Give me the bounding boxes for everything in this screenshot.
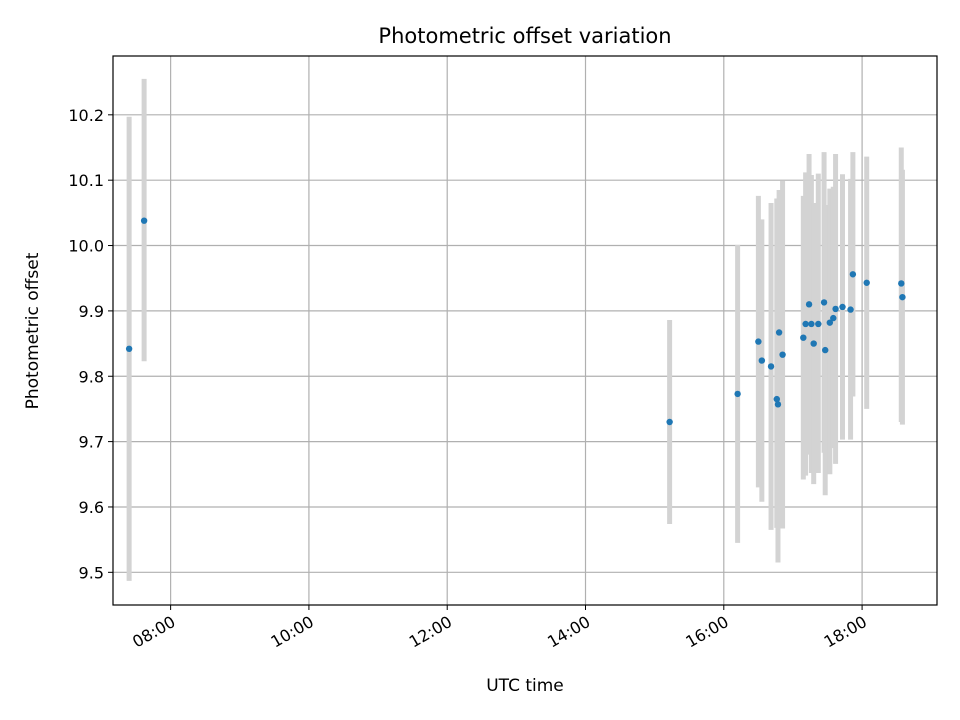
data-point [847, 306, 854, 313]
plot-area-frame [112, 55, 938, 606]
data-point [820, 299, 828, 306]
data-point [815, 320, 822, 328]
y-tick-label: 10.2 [68, 106, 104, 125]
data-point [779, 351, 786, 358]
x-tick-label: 08:00 [129, 612, 178, 652]
data-point [898, 280, 905, 287]
y-tick-label: 9.6 [79, 498, 104, 517]
y-axis-label: Photometric offset [23, 252, 43, 409]
data-point [755, 338, 762, 345]
data-point [140, 217, 148, 224]
x-tick-label: 18:00 [821, 612, 870, 652]
data-point [758, 357, 766, 364]
data-point [802, 320, 809, 328]
data-point [808, 320, 815, 328]
data-point [826, 319, 834, 326]
data-points [125, 217, 906, 426]
data-point [774, 401, 782, 408]
data-point [822, 346, 829, 354]
x-tick-label: 14:00 [544, 612, 593, 652]
data-point [666, 418, 673, 426]
y-tick-label: 10.1 [68, 171, 104, 190]
data-point [800, 334, 807, 341]
data-point [734, 390, 741, 398]
data-point [830, 314, 837, 322]
y-tick-label: 9.8 [79, 367, 104, 386]
data-point [863, 279, 870, 286]
axis-ticks: 08:00 10:00 12:00 14:00 16:00 18:00 9.5 9.6 9.7 9… [68, 106, 870, 652]
grid [113, 56, 937, 605]
data-point [832, 305, 839, 313]
y-tick-label: 9.9 [79, 302, 104, 321]
y-tick-label: 9.7 [79, 433, 104, 452]
x-axis-label: UTC time [486, 676, 564, 696]
data-point [767, 363, 775, 370]
data-point [125, 345, 133, 352]
data-point [775, 329, 783, 336]
error-bars [126, 78, 905, 581]
data-point [773, 395, 781, 403]
data-point [810, 340, 817, 347]
y-tick-label: 9.5 [79, 563, 104, 582]
data-point [849, 271, 857, 278]
data-point [899, 293, 906, 301]
x-tick-label: 16:00 [682, 612, 731, 652]
data-point [839, 303, 846, 311]
x-tick-label: 12:00 [406, 612, 455, 652]
x-tick-label: 10:00 [267, 612, 316, 652]
data-point [805, 301, 813, 308]
chart-title: Photometric offset variation [378, 24, 671, 48]
y-tick-label: 10.0 [68, 237, 104, 256]
